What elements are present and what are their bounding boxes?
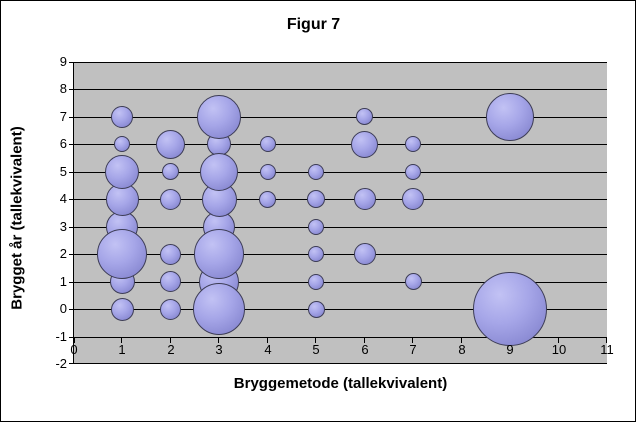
bubble	[194, 229, 245, 280]
bubble	[197, 94, 242, 139]
x-tick-label: 5	[312, 342, 320, 357]
y-axis-title: Brygget år (tallekvivalent)	[8, 126, 26, 310]
y-tick-label: 5	[59, 164, 67, 179]
x-tick-label: 10	[551, 342, 567, 357]
y-tick	[69, 199, 74, 200]
y-axis-line	[73, 62, 74, 364]
bubble	[97, 229, 148, 280]
bubble	[308, 218, 325, 235]
x-tick-label: 8	[458, 342, 466, 357]
y-tick-label: 4	[59, 191, 67, 206]
x-tick	[170, 338, 171, 343]
bubble	[156, 129, 186, 159]
chart-title: Figur 7	[286, 16, 341, 33]
bubble	[473, 272, 548, 347]
gridline	[74, 254, 607, 255]
x-tick	[461, 338, 462, 343]
y-tick-label: 7	[59, 109, 67, 124]
bubble	[308, 273, 325, 290]
bubble	[160, 298, 182, 320]
x-tick	[606, 338, 607, 343]
y-tick-label: -1	[55, 329, 67, 344]
y-tick	[69, 309, 74, 310]
x-tick	[364, 338, 365, 343]
bubble	[353, 188, 376, 211]
x-tick	[267, 338, 268, 343]
x-tick	[412, 338, 413, 343]
y-tick-label: 8	[59, 81, 67, 96]
bubble	[162, 163, 180, 181]
bubble	[405, 136, 422, 153]
bubble	[308, 163, 325, 180]
x-tick-label: 2	[167, 342, 175, 357]
gridline	[74, 144, 607, 145]
gridline	[74, 309, 607, 310]
x-tick	[558, 338, 559, 343]
x-tick	[121, 338, 122, 343]
x-tick-label: 7	[409, 342, 417, 357]
gridline	[74, 117, 607, 118]
y-tick-label: 6	[59, 136, 67, 151]
y-tick	[69, 117, 74, 118]
x-tick-label: 6	[361, 342, 369, 357]
x-tick-label: 1	[118, 342, 126, 357]
bubble	[307, 300, 325, 318]
x-tick-label: 3	[215, 342, 223, 357]
bubble	[353, 243, 376, 266]
x-tick-label: 4	[264, 342, 272, 357]
y-tick-label: 0	[59, 301, 67, 316]
bubble	[160, 271, 182, 293]
bubble	[307, 190, 326, 209]
y-tick	[69, 62, 74, 63]
gridline	[74, 363, 607, 364]
bubble	[200, 152, 239, 191]
bubble	[356, 108, 374, 126]
x-axis-title: Bryggemetode (tallekvivalent)	[233, 375, 448, 392]
bubble	[308, 246, 325, 263]
bubble	[114, 136, 131, 153]
y-tick	[69, 144, 74, 145]
bubble	[110, 297, 134, 321]
gridline	[74, 62, 607, 63]
y-tick	[69, 227, 74, 228]
y-tick	[69, 89, 74, 90]
bubble	[259, 163, 276, 180]
y-tick	[69, 363, 74, 364]
x-tick	[315, 338, 316, 343]
bubble	[160, 188, 182, 210]
bubble	[405, 163, 422, 180]
bubble	[111, 105, 134, 128]
gridline	[74, 199, 607, 200]
bubble	[105, 154, 140, 189]
y-tick-label: -2	[55, 356, 67, 371]
gridline	[74, 172, 607, 173]
bubble	[193, 283, 246, 336]
bubble	[259, 136, 276, 153]
y-tick-label: 9	[59, 54, 67, 69]
gridline	[74, 337, 607, 338]
gridline	[74, 89, 607, 90]
x-tick-label: 9	[506, 342, 514, 357]
y-tick-label: 1	[59, 274, 67, 289]
x-tick-label: 11	[600, 342, 614, 357]
x-tick	[74, 338, 75, 343]
y-tick-label: 3	[59, 219, 67, 234]
y-tick	[69, 172, 74, 173]
bubble	[402, 188, 425, 211]
gridline	[74, 227, 607, 228]
bubble	[160, 243, 182, 265]
bubble	[259, 190, 277, 208]
bubble	[486, 92, 535, 141]
y-tick-label: 2	[59, 246, 67, 261]
y-tick	[69, 337, 74, 338]
bubble	[351, 130, 379, 158]
x-tick-label: 0	[70, 342, 78, 357]
y-tick	[69, 254, 74, 255]
plot-area: -2 -1 0 1 2 3 4 5 6 7 8 9 0 1 2 3 4 5 6 7 8 9 10 11	[55, 55, 613, 371]
gridline	[74, 282, 607, 283]
y-tick	[69, 282, 74, 283]
bubble	[404, 273, 422, 291]
x-tick	[218, 338, 219, 343]
